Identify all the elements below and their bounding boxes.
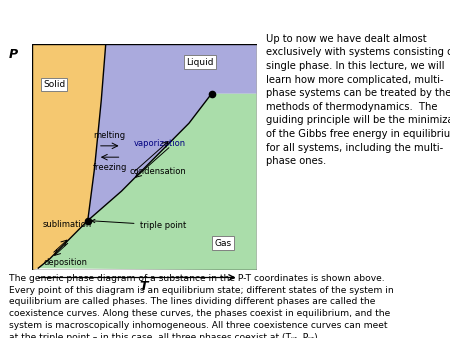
Polygon shape (32, 44, 106, 270)
Text: deposition: deposition (43, 258, 87, 267)
Text: Gas: Gas (214, 239, 231, 248)
Text: T: T (140, 280, 148, 293)
Text: freezing: freezing (92, 163, 127, 172)
Text: Solid: Solid (43, 80, 65, 89)
Text: melting: melting (94, 131, 126, 140)
Text: condensation: condensation (129, 167, 186, 176)
Text: triple point: triple point (92, 219, 186, 230)
Text: Liquid: Liquid (186, 57, 214, 67)
Text: Up to now we have dealt almost
exclusively with systems consisting of a
single p: Up to now we have dealt almost exclusive… (266, 34, 450, 166)
Text: The generic phase diagram of a substance in the P-T coordinates is shown above.
: The generic phase diagram of a substance… (9, 274, 394, 338)
Polygon shape (38, 94, 256, 270)
Text: Lecture 14. Phases of Pure Substances (Ch.5): Lecture 14. Phases of Pure Substances (C… (36, 10, 414, 25)
Polygon shape (88, 44, 256, 221)
Text: sublimation: sublimation (43, 219, 92, 228)
Text: vaporization: vaporization (134, 139, 186, 148)
Text: P: P (9, 48, 18, 62)
